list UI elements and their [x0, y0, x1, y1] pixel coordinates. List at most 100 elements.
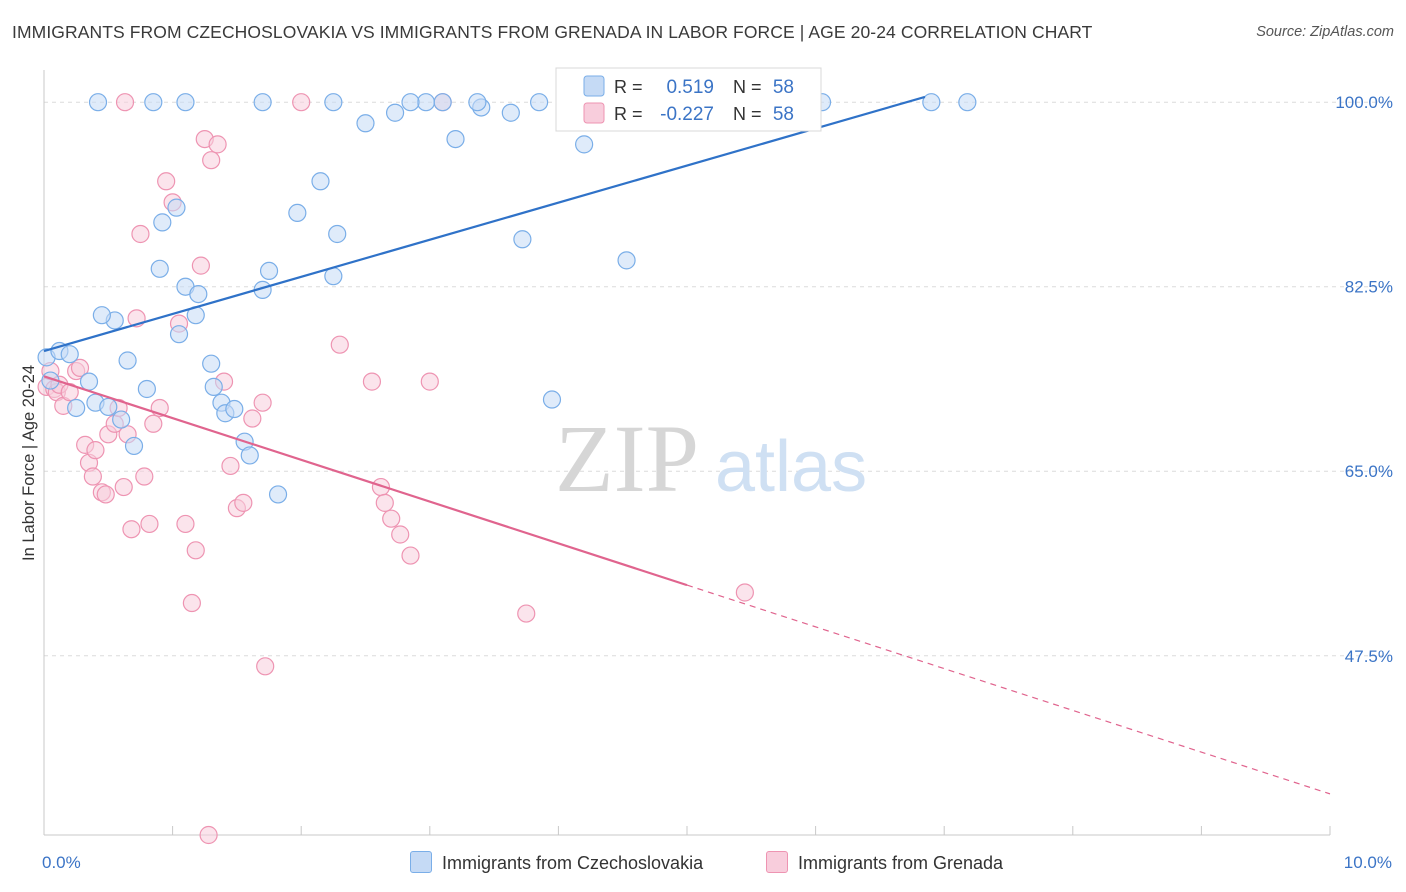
trend-lines — [43, 95, 1331, 795]
stats-r-label: R = — [614, 77, 643, 97]
data-point — [446, 130, 465, 149]
stats-n-value: 58 — [773, 104, 794, 125]
data-point — [221, 456, 240, 476]
data-point — [542, 390, 562, 409]
series-czechoslovakia-points — [37, 93, 977, 504]
data-point — [191, 256, 210, 275]
data-point — [735, 583, 754, 602]
axes: 47.5% 65.0% 82.5% 100.0% 0.0% 10.0% — [42, 70, 1393, 872]
legend-swatch-blue — [410, 851, 432, 873]
stats-swatch-blue — [583, 75, 605, 97]
data-point — [617, 251, 636, 270]
data-point — [382, 509, 401, 528]
data-point — [268, 485, 288, 504]
y-axis-label: In Labor Force | Age 20-24 — [20, 365, 38, 561]
series-grenada-points — [37, 93, 754, 845]
stats-swatch-pink — [583, 102, 605, 124]
data-point — [67, 398, 86, 418]
data-point — [922, 93, 941, 112]
data-point — [311, 172, 330, 191]
data-point — [79, 372, 99, 391]
chart-title: IMMIGRANTS FROM CZECHOSLOVAKIA VS IMMIGR… — [12, 22, 1093, 42]
data-point — [253, 393, 272, 412]
data-point — [259, 261, 279, 280]
stats-n-label: N = — [733, 77, 762, 97]
data-point — [124, 436, 144, 456]
watermark: ZIP atlas — [555, 405, 867, 512]
stats-n-value: 58 — [773, 77, 794, 98]
stats-legend-box: R = 0.519 N = 58 R = -0.227 N = 58 — [555, 67, 822, 132]
data-point — [356, 114, 375, 133]
data-point — [199, 825, 218, 845]
data-point — [256, 657, 275, 676]
data-point — [135, 467, 154, 486]
y-tick-label: 47.5% — [1345, 647, 1393, 666]
data-point — [167, 198, 186, 217]
data-point — [288, 203, 307, 223]
data-point — [157, 172, 176, 191]
data-point — [208, 135, 227, 154]
data-point — [153, 213, 172, 232]
watermark-atlas: atlas — [715, 427, 867, 507]
data-point — [115, 93, 135, 112]
data-point — [86, 441, 105, 460]
data-point — [176, 93, 195, 112]
legend-label-czechoslovakia: Immigrants from Czechoslovakia — [442, 853, 704, 873]
data-point — [240, 446, 259, 465]
y-tick-label: 100.0% — [1335, 93, 1393, 112]
data-point — [176, 514, 195, 534]
stats-n-label: N = — [733, 104, 762, 124]
x-tick-label-left: 0.0% — [42, 853, 81, 872]
y-tick-label: 65.0% — [1345, 462, 1393, 481]
data-point — [530, 93, 549, 112]
source-credit: Source: ZipAtlas.com — [1256, 24, 1394, 40]
data-point — [958, 93, 977, 112]
data-point — [182, 593, 201, 613]
data-point — [70, 358, 90, 378]
data-point — [169, 325, 189, 344]
data-point — [144, 414, 163, 433]
data-point — [501, 103, 520, 122]
data-point — [112, 410, 131, 429]
data-point — [225, 399, 244, 419]
data-point — [391, 525, 410, 544]
data-point — [131, 224, 150, 244]
data-point — [114, 477, 133, 497]
data-point — [420, 372, 439, 391]
data-point — [99, 397, 118, 417]
data-point — [513, 230, 532, 249]
data-point — [60, 345, 79, 364]
data-point — [253, 93, 272, 112]
trend-line-grenada-extension — [686, 584, 1331, 795]
data-point — [92, 306, 111, 325]
data-point — [330, 335, 349, 354]
data-point — [375, 493, 394, 512]
watermark-zip: ZIP — [555, 405, 699, 512]
data-point — [118, 351, 137, 370]
legend-item-grenada[interactable]: Immigrants from Grenada — [766, 851, 1003, 874]
legend-swatch-pink — [766, 851, 788, 873]
y-axis-label-group: In Labor Force | Age 20-24 — [20, 365, 38, 561]
data-point — [202, 151, 221, 170]
data-point — [433, 93, 452, 112]
data-point — [144, 93, 163, 112]
data-point — [385, 103, 405, 122]
data-point — [362, 372, 382, 391]
data-point — [140, 514, 159, 534]
data-point — [137, 379, 156, 399]
data-point — [517, 604, 536, 623]
y-tick-label: 82.5% — [1345, 278, 1393, 297]
legend-item-czechoslovakia[interactable]: Immigrants from Czechoslovakia — [410, 851, 703, 874]
data-point — [292, 93, 311, 112]
data-point — [575, 135, 594, 154]
data-point — [204, 377, 223, 396]
data-point — [416, 93, 436, 112]
data-point — [88, 93, 108, 112]
data-point — [150, 259, 169, 278]
legend-label-grenada: Immigrants from Grenada — [798, 853, 1004, 873]
grid-lines — [44, 101, 1390, 657]
data-point — [122, 520, 141, 539]
data-point — [401, 93, 420, 112]
trend-line-grenada — [43, 375, 688, 587]
